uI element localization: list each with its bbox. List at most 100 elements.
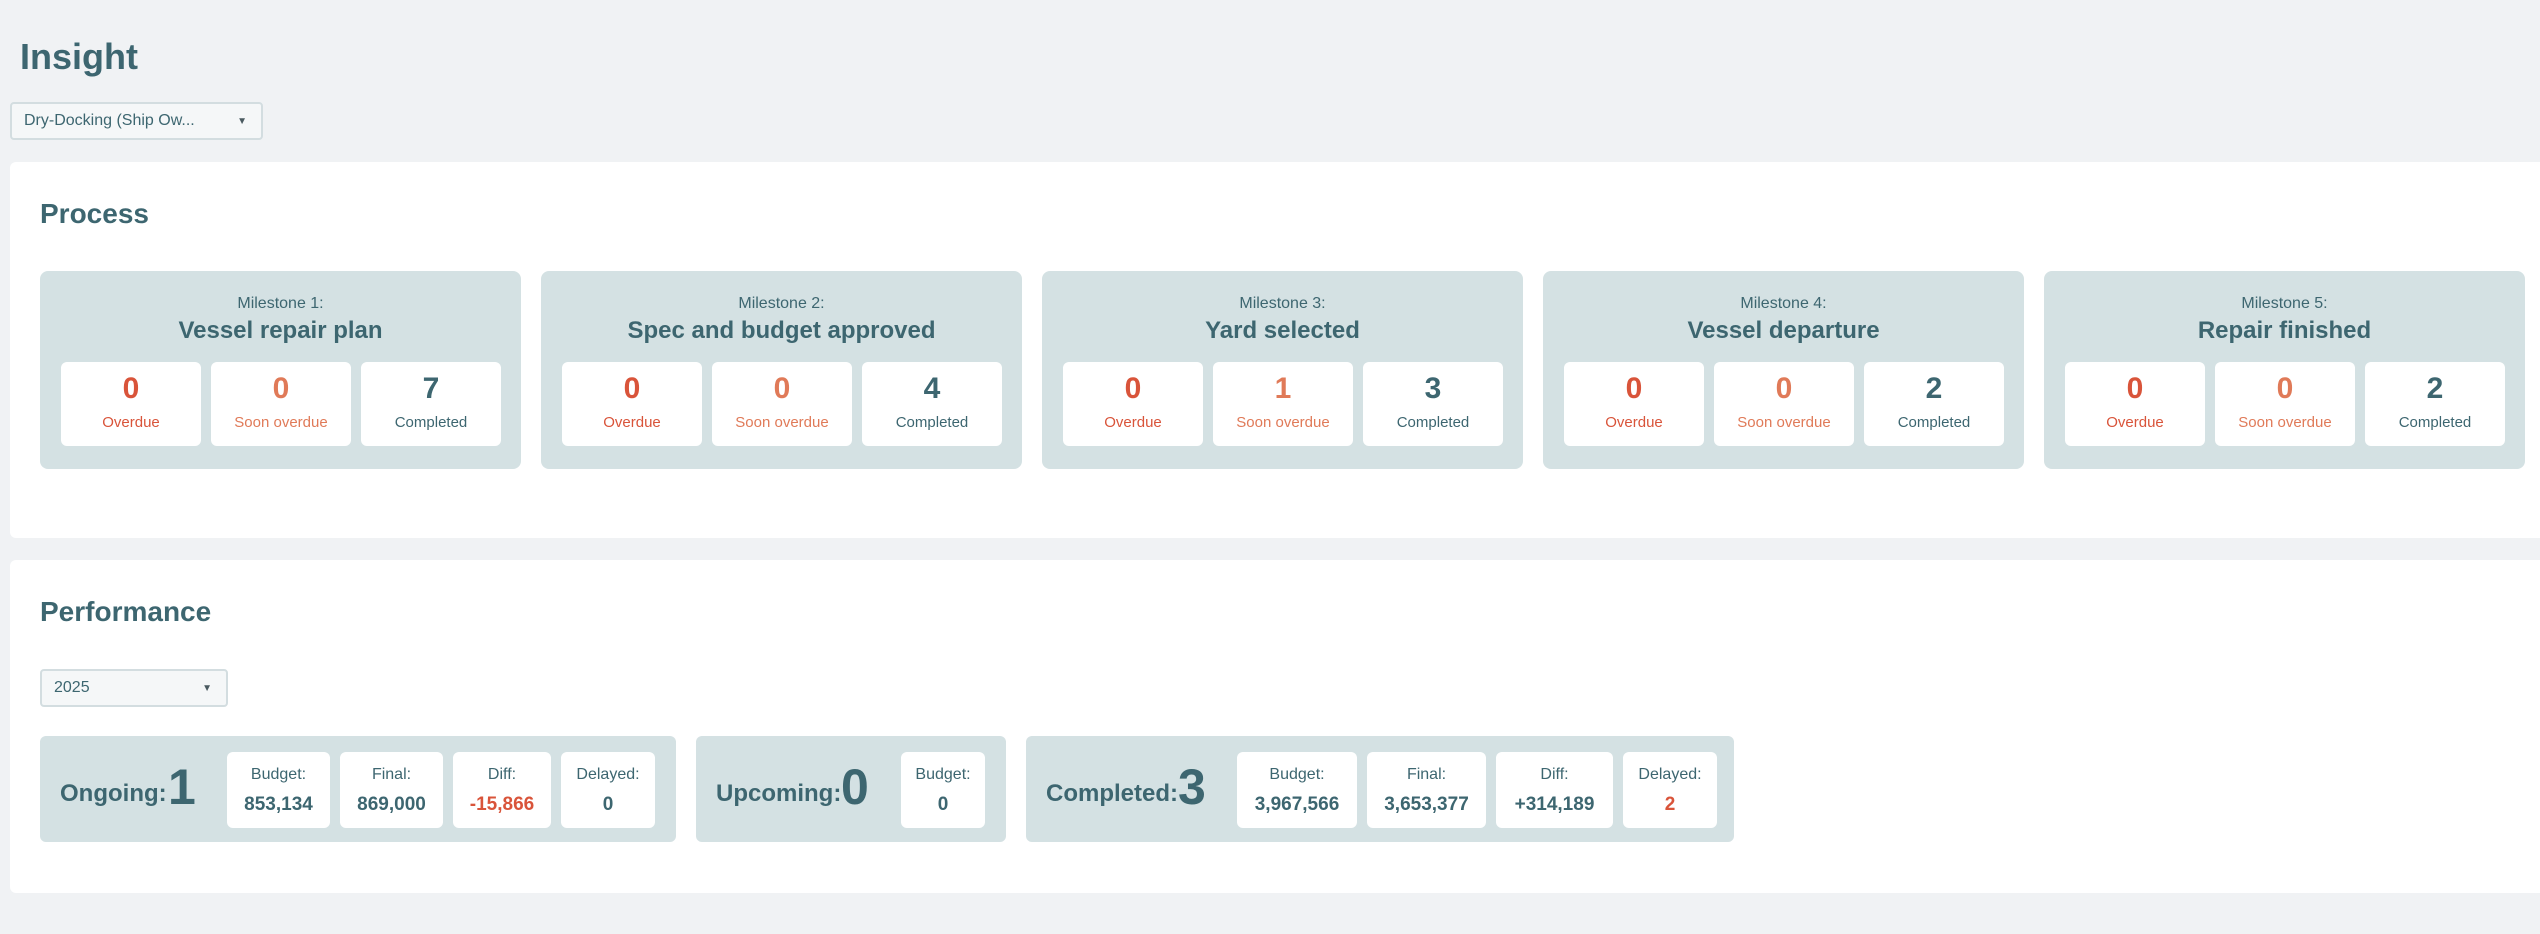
completed-final-box: Final: 3,653,377 [1367, 752, 1486, 828]
ongoing-label: Ongoing: [60, 780, 167, 807]
budget-value: 0 [937, 794, 949, 815]
upcoming-budget-box: Budget: 0 [901, 752, 985, 828]
soon-overdue-stat[interactable]: 0 Soon overdue [712, 362, 852, 446]
completed-label: Completed [394, 414, 468, 431]
completed-group: Completed: 3 Budget: 3,967,566 Final: 3,… [1026, 736, 1734, 842]
overdue-count: 0 [122, 372, 140, 405]
milestone-card: Milestone 4: Vessel departure 0 Overdue … [1543, 271, 2024, 469]
diff-label: Diff: [1540, 766, 1569, 783]
soon-overdue-label: Soon overdue [1236, 414, 1330, 431]
overdue-count: 0 [623, 372, 641, 405]
soon-overdue-label: Soon overdue [234, 414, 328, 431]
completed-diff-box: Diff: +314,189 [1496, 752, 1613, 828]
completed-count: 3 [1178, 759, 1206, 815]
performance-card: Performance Ongoing: 1 Budget: 853,134 F… [10, 560, 2540, 893]
soon-overdue-label: Soon overdue [1737, 414, 1831, 431]
soon-overdue-label: Soon overdue [735, 414, 829, 431]
milestone-card: Milestone 3: Yard selected 0 Overdue 1 S… [1042, 271, 1523, 469]
budget-label: Budget: [1269, 766, 1325, 783]
completed-count: 7 [422, 372, 440, 405]
milestone-label: Milestone 3: [1239, 295, 1326, 312]
overdue-stat[interactable]: 0 Overdue [61, 362, 201, 446]
ongoing-count: 1 [168, 759, 196, 815]
insight-type-value: Dry-Docking (Ship Ow... [24, 112, 195, 129]
diff-value: +314,189 [1514, 794, 1595, 815]
completed-label: Completed [1396, 414, 1470, 431]
final-label: Final: [371, 766, 412, 783]
year-select[interactable]: 2025 ▼ [40, 669, 228, 707]
performance-title: Performance [40, 596, 212, 627]
soon-overdue-count: 0 [2276, 372, 2294, 405]
page-title: Insight [20, 36, 138, 77]
milestone-title: Repair finished [2197, 317, 2372, 344]
completed-budget-box: Budget: 3,967,566 [1237, 752, 1357, 828]
upcoming-count: 0 [841, 759, 869, 815]
completed-label: Completed [1897, 414, 1971, 431]
soon-overdue-count: 1 [1274, 372, 1292, 405]
milestone-card: Milestone 1: Vessel repair plan 0 Overdu… [40, 271, 521, 469]
overdue-label: Overdue [1605, 414, 1663, 431]
soon-overdue-stat[interactable]: 0 Soon overdue [211, 362, 351, 446]
completed-count: 3 [1424, 372, 1442, 405]
budget-label: Budget: [915, 766, 971, 783]
overdue-label: Overdue [603, 414, 661, 431]
milestone-label: Milestone 1: [237, 295, 324, 312]
soon-overdue-count: 0 [272, 372, 290, 405]
budget-value: 3,967,566 [1254, 794, 1340, 815]
delayed-label: Delayed: [576, 766, 640, 783]
completed-stat[interactable]: 7 Completed [361, 362, 501, 446]
completed-stat[interactable]: 2 Completed [1864, 362, 2004, 446]
delayed-label: Delayed: [1638, 766, 1702, 783]
overdue-label: Overdue [1104, 414, 1162, 431]
chevron-down-icon: ▼ [202, 682, 212, 694]
completed-stat[interactable]: 3 Completed [1363, 362, 1503, 446]
final-value: 3,653,377 [1384, 794, 1469, 815]
milestone-title: Yard selected [1205, 317, 1360, 344]
overdue-count: 0 [2126, 372, 2144, 405]
insight-type-select[interactable]: Dry-Docking (Ship Ow... ▼ [10, 102, 263, 140]
year-value: 2025 [54, 679, 90, 696]
completed-count: 4 [923, 372, 941, 405]
delayed-value: 2 [1664, 794, 1676, 815]
process-card: Process Milestone 1: Vessel repair plan … [10, 162, 2540, 538]
process-title: Process [40, 198, 149, 229]
milestone-title: Vessel departure [1687, 317, 1880, 344]
ongoing-group: Ongoing: 1 Budget: 853,134 Final: 869,00… [40, 736, 676, 842]
completed-count: 2 [2426, 372, 2444, 405]
chevron-down-icon: ▼ [237, 115, 247, 127]
overdue-stat[interactable]: 0 Overdue [562, 362, 702, 446]
completed-delayed-box: Delayed: 2 [1623, 752, 1717, 828]
overdue-stat[interactable]: 0 Overdue [1063, 362, 1203, 446]
ongoing-budget-box: Budget: 853,134 [227, 752, 330, 828]
overdue-count: 0 [1625, 372, 1643, 405]
overdue-label: Overdue [102, 414, 160, 431]
soon-overdue-stat[interactable]: 0 Soon overdue [2215, 362, 2355, 446]
diff-value: -15,866 [469, 794, 535, 815]
completed-label: Completed [895, 414, 969, 431]
soon-overdue-count: 0 [1775, 372, 1793, 405]
delayed-value: 0 [602, 794, 614, 815]
completed-stat[interactable]: 2 Completed [2365, 362, 2505, 446]
ongoing-delayed-box: Delayed: 0 [561, 752, 655, 828]
soon-overdue-stat[interactable]: 0 Soon overdue [1714, 362, 1854, 446]
completed-count: 2 [1925, 372, 1943, 405]
budget-label: Budget: [250, 766, 307, 783]
milestone-card: Milestone 5: Repair finished 0 Overdue 0… [2044, 271, 2525, 469]
ongoing-final-box: Final: 869,000 [340, 752, 443, 828]
overdue-stat[interactable]: 0 Overdue [2065, 362, 2205, 446]
diff-label: Diff: [487, 766, 517, 783]
overdue-label: Overdue [2106, 414, 2164, 431]
completed-stat[interactable]: 4 Completed [862, 362, 1002, 446]
soon-overdue-label: Soon overdue [2238, 414, 2332, 431]
milestone-card: Milestone 2: Spec and budget approved 0 … [541, 271, 1022, 469]
soon-overdue-count: 0 [773, 372, 791, 405]
budget-value: 853,134 [244, 794, 313, 815]
ongoing-diff-box: Diff: -15,866 [453, 752, 551, 828]
overdue-count: 0 [1124, 372, 1142, 405]
completed-label: Completed: [1046, 780, 1178, 807]
milestone-title: Spec and budget approved [627, 317, 936, 344]
final-value: 869,000 [357, 794, 426, 815]
overdue-stat[interactable]: 0 Overdue [1564, 362, 1704, 446]
upcoming-group: Upcoming: 0 Budget: 0 [696, 736, 1006, 842]
soon-overdue-stat[interactable]: 1 Soon overdue [1213, 362, 1353, 446]
